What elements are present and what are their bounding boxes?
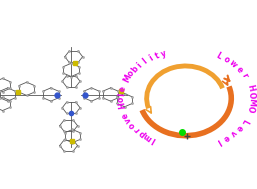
Text: i: i bbox=[147, 54, 154, 63]
Text: v: v bbox=[124, 116, 134, 125]
Text: e: e bbox=[118, 85, 128, 92]
Text: e: e bbox=[234, 122, 244, 132]
Text: I: I bbox=[150, 135, 157, 144]
Text: e: e bbox=[121, 111, 131, 119]
Text: L: L bbox=[239, 117, 249, 126]
Text: l: l bbox=[141, 57, 149, 66]
Text: p: p bbox=[137, 128, 147, 138]
Text: m: m bbox=[142, 131, 153, 143]
Text: e: e bbox=[234, 64, 244, 74]
Text: L: L bbox=[214, 50, 223, 61]
Text: b: b bbox=[130, 64, 140, 74]
Text: l: l bbox=[117, 92, 126, 96]
Text: y: y bbox=[160, 48, 168, 59]
Text: O: O bbox=[245, 104, 255, 113]
Text: i: i bbox=[135, 61, 144, 69]
Text: o: o bbox=[117, 97, 126, 102]
Text: M: M bbox=[247, 98, 256, 106]
Text: H: H bbox=[245, 84, 255, 92]
Text: r: r bbox=[132, 125, 141, 134]
Text: o: o bbox=[127, 120, 138, 130]
Text: O: O bbox=[247, 91, 256, 98]
Text: w: w bbox=[228, 58, 239, 70]
Text: r: r bbox=[239, 71, 249, 79]
Text: l: l bbox=[215, 136, 222, 146]
Text: e: e bbox=[222, 132, 231, 142]
Text: o: o bbox=[222, 54, 231, 65]
Text: t: t bbox=[153, 51, 161, 60]
Text: H: H bbox=[117, 101, 127, 109]
Text: o: o bbox=[125, 69, 136, 78]
Text: v: v bbox=[228, 128, 238, 137]
Text: M: M bbox=[122, 73, 133, 84]
